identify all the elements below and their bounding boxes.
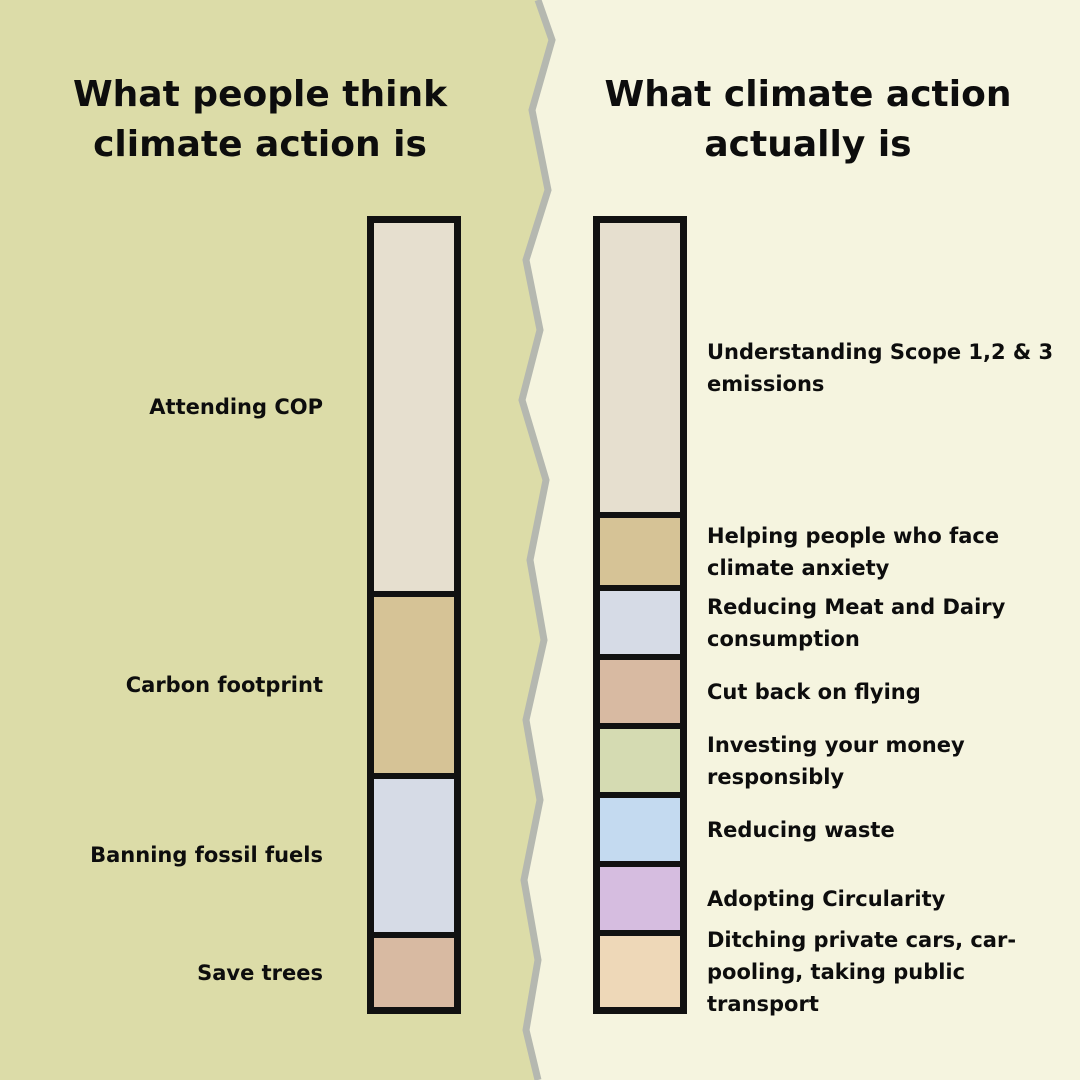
segment-label-right-4: Cut back on flying [707,679,921,704]
bar-segment-left-2 [374,596,454,773]
segment-label-left-4: Save trees [197,960,323,985]
segment-label-right-3: Reducing Meat and Dairy consumption [707,594,1006,651]
segment-label-right-6: Reducing waste [707,817,895,842]
bar-segment-left-4 [374,938,454,1007]
bar-segment-right-8 [600,936,680,1007]
segment-label-right-2: Helping people who face climate anxiety [707,523,1000,580]
segment-label-left-1: Attending COP [149,394,323,419]
right-stacked-bar [593,216,687,1014]
bar-segment-right-4 [600,660,680,724]
bar-segment-left-3 [374,778,454,933]
bar-segment-right-1 [600,223,680,513]
bar-segment-right-5 [600,729,680,793]
segment-label-right-1: Understanding Scope 1,2 & 3 emissions [707,339,1054,396]
bar-segment-left-1 [374,223,454,591]
left-stacked-bar [367,216,461,1014]
segment-label-left-2: Carbon footprint [125,672,323,697]
right-chart-title: What climate action actually is [604,74,1012,165]
segment-label-left-3: Banning fossil fuels [90,843,323,868]
bar-segment-right-3 [600,591,680,655]
bar-segment-right-2 [600,518,680,586]
left-chart-title: What people think climate action is [72,74,448,165]
bar-segment-right-7 [600,867,680,931]
segment-label-right-7: Adopting Circularity [707,886,946,911]
segment-label-right-5: Investing your money responsibly [707,732,965,789]
segment-label-right-8: Ditching private cars, car-pooling, taki… [707,927,1017,1016]
bar-segment-right-6 [600,798,680,862]
torn-edge-divider [518,0,556,1080]
